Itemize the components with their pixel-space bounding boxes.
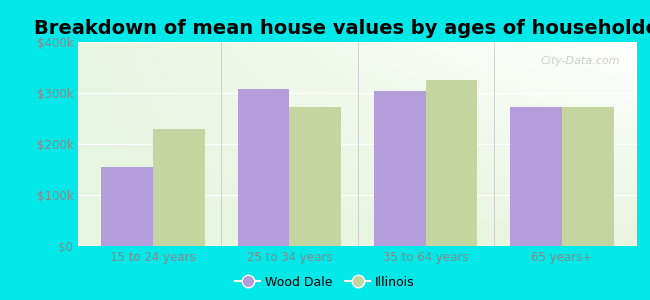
Bar [510,107,562,246]
Bar [374,92,426,246]
Bar [153,129,205,246]
Bar [237,89,289,246]
Bar [562,107,614,246]
Bar [426,80,478,246]
Text: City-Data.com: City-Data.com [541,56,620,66]
Legend: Wood Dale, Illinois: Wood Dale, Illinois [230,271,420,294]
Bar [101,167,153,246]
Title: Breakdown of mean house values by ages of householders: Breakdown of mean house values by ages o… [34,19,650,38]
Bar [289,107,341,246]
